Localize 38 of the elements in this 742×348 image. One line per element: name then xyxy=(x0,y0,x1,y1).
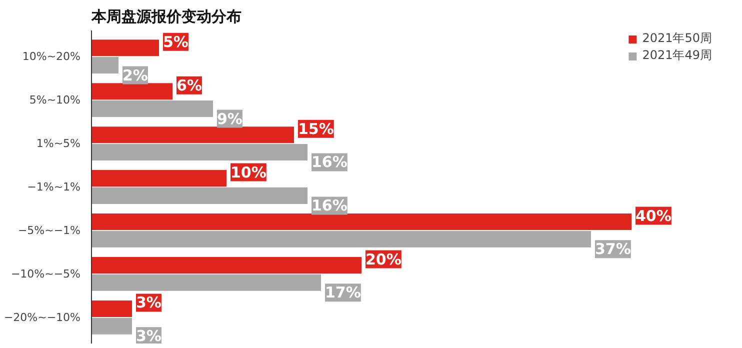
y-tick-label: 1%~5% xyxy=(36,137,81,150)
data-label: 3% xyxy=(136,294,162,312)
bar xyxy=(92,126,294,144)
bar xyxy=(92,40,159,56)
y-tick-label: 5%~10% xyxy=(29,94,81,107)
data-label: 6% xyxy=(176,76,202,94)
bar xyxy=(92,214,632,230)
y-tick-label: 10%~20% xyxy=(22,50,81,64)
y-tick-label: −10%~−5% xyxy=(10,267,81,280)
data-label: 5% xyxy=(163,32,188,51)
data-label: 10% xyxy=(230,163,266,182)
data-label: 3% xyxy=(136,327,162,346)
y-tick-label: −1%~1% xyxy=(27,180,81,194)
bar xyxy=(92,230,591,248)
data-label: 20% xyxy=(366,250,402,268)
data-label: 16% xyxy=(312,196,348,215)
data-label: 15% xyxy=(298,120,334,138)
bar xyxy=(92,170,226,187)
bar xyxy=(92,57,118,74)
bar xyxy=(92,318,132,334)
data-label: 40% xyxy=(636,206,672,225)
data-label: 37% xyxy=(595,240,631,258)
data-label: 9% xyxy=(217,110,242,128)
y-tick-label: −5%~−1% xyxy=(18,224,81,237)
bar xyxy=(92,100,213,118)
bar xyxy=(92,300,132,317)
legend-label: 2021年49周 xyxy=(642,47,712,64)
legend-label: 2021年50周 xyxy=(642,30,712,47)
bar xyxy=(92,187,308,204)
bar xyxy=(92,83,172,100)
data-label: 17% xyxy=(325,284,361,302)
bar xyxy=(92,274,321,291)
data-label: 16% xyxy=(312,153,348,172)
bar xyxy=(92,256,362,274)
y-tick-label: −20%~−10% xyxy=(4,310,81,324)
data-label: 2% xyxy=(122,66,148,84)
chart-title: 本周盘源报价变动分布 xyxy=(90,8,242,26)
bar xyxy=(92,144,308,160)
